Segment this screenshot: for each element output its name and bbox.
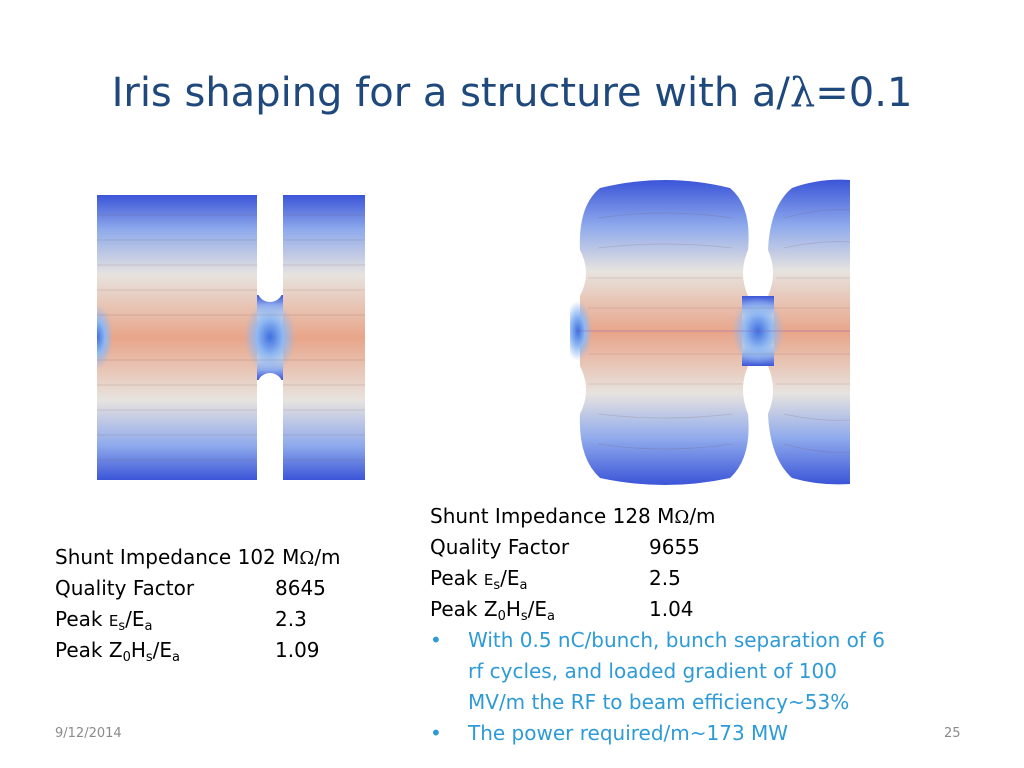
quality-factor-value: 9655	[649, 535, 700, 559]
params-right: Shunt Impedance 128 MΩ/m Quality Factor …	[430, 501, 990, 749]
shunt-impedance-left: Shunt Impedance 102 MΩ/m	[55, 542, 341, 573]
zero-subscript: 0	[122, 650, 131, 665]
peak-z-word: Peak Z	[430, 597, 498, 621]
peak-es-ea-right: Peak Es/Ea 2.5	[430, 563, 990, 594]
peak-es-ea-label: Peak Es/Ea	[55, 604, 152, 642]
quality-factor-right: Quality Factor 9655	[430, 532, 990, 563]
h-symbol: H	[505, 597, 521, 621]
peak-z0hs-ea-left: Peak Z0Hs/Ea 1.09	[55, 635, 341, 666]
a-subscript: a	[519, 578, 528, 593]
bullet-line: rf cycles, and loaded gradient of 100	[468, 659, 837, 683]
shunt-impedance-label: Shunt Impedance 128 M	[430, 504, 675, 528]
peak-z-word: Peak Z	[55, 638, 123, 662]
field-plot-right	[570, 179, 850, 485]
shaped-cell-left	[579, 180, 749, 485]
page-number: 25	[944, 726, 961, 741]
ea-symbol: /E	[500, 566, 520, 590]
bullet-line: With 0.5 nC/bunch, bunch separation of 6	[468, 628, 886, 652]
bullet-line: MV/m the RF to beam efficiency~53%	[468, 690, 850, 714]
slide-title: Iris shaping for a structure with a/λ=0.…	[0, 70, 1024, 116]
efficiency-bullets: With 0.5 nC/bunch, bunch separation of 6…	[430, 625, 990, 749]
peak-z0hs-ea-right: Peak Z0Hs/Ea 1.04	[430, 594, 990, 625]
shunt-impedance-right: Shunt Impedance 128 MΩ/m	[430, 501, 990, 532]
shaped-cell-right	[768, 179, 850, 485]
peak-es-ea-value: 2.3	[275, 607, 307, 631]
peak-es-ea-value: 2.5	[649, 566, 681, 590]
bullet-efficiency: With 0.5 nC/bunch, bunch separation of 6…	[430, 625, 990, 718]
peak-es-ea-label: Peak Es/Ea	[430, 563, 527, 601]
quality-factor-label: Quality Factor	[430, 535, 570, 559]
shunt-impedance-label: Shunt Impedance 102 M	[55, 545, 300, 569]
peak-es-ea-left: Peak Es/Ea 2.3	[55, 604, 341, 635]
ea-symbol: /E	[125, 607, 145, 631]
per-meter-unit: /m	[314, 545, 341, 569]
peak-z0hs-ea-value: 1.09	[275, 638, 320, 662]
params-left: Shunt Impedance 102 MΩ/m Quality Factor …	[55, 542, 341, 666]
e-symbol: E	[108, 612, 119, 630]
quality-factor-left: Quality Factor 8645	[55, 573, 341, 604]
quality-factor-label: Quality Factor	[55, 576, 195, 600]
title-text: Iris shaping for a structure with a/	[111, 70, 790, 116]
bullet-line: The power required/m~173 MW	[468, 721, 789, 745]
s-subscript: s	[118, 619, 126, 634]
e-symbol: E	[483, 571, 494, 589]
title-ratio: =0.1	[815, 70, 913, 116]
peak-z0hs-ea-label: Peak Z0Hs/Ea	[430, 594, 555, 632]
h-symbol: H	[130, 638, 146, 662]
peak-word: Peak	[55, 607, 109, 631]
s-subscript: s	[493, 578, 501, 593]
a-subscript: a	[547, 609, 556, 624]
ea-symbol: /E	[152, 638, 173, 662]
s-subscript: s	[145, 650, 153, 665]
ea-symbol: /E	[527, 597, 548, 621]
cell-right	[283, 195, 365, 480]
per-meter-unit: /m	[689, 504, 716, 528]
title-lambda: λ	[789, 70, 816, 116]
peak-z0hs-ea-label: Peak Z0Hs/Ea	[55, 635, 180, 673]
cell-left	[97, 195, 257, 480]
a-subscript: a	[172, 650, 181, 665]
a-subscript: a	[144, 619, 153, 634]
footer-date: 9/12/2014	[55, 726, 122, 741]
bullet-power: The power required/m~173 MW	[430, 718, 990, 749]
quality-factor-value: 8645	[275, 576, 326, 600]
omega-symbol: Ω	[299, 548, 315, 569]
field-plot-left	[85, 195, 365, 480]
omega-symbol: Ω	[674, 507, 690, 528]
s-subscript: s	[520, 609, 528, 624]
zero-subscript: 0	[497, 609, 506, 624]
peak-word: Peak	[430, 566, 484, 590]
peak-z0hs-ea-value: 1.04	[649, 597, 694, 621]
